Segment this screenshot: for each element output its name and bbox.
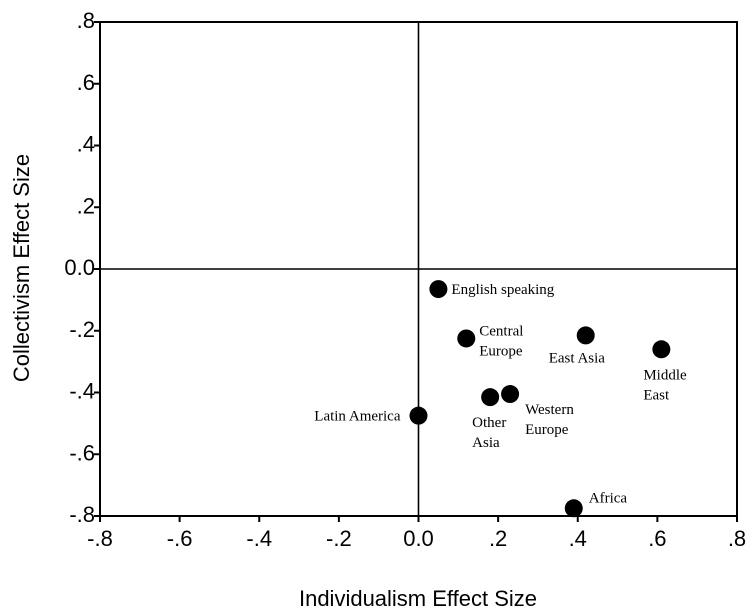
point-label-line: Middle	[643, 367, 687, 383]
point-label-line: English speaking	[451, 282, 554, 298]
point-label-line: Europe	[479, 343, 523, 359]
x-axis-title: Individualism Effect Size	[299, 586, 537, 611]
point-label-line: Central	[479, 323, 523, 339]
data-point	[481, 388, 500, 407]
x-tick-label: -.4	[246, 526, 272, 551]
y-tick-label: 0.0	[64, 255, 95, 280]
x-tick-label: .8	[728, 526, 746, 551]
y-tick-label: .4	[77, 132, 95, 157]
y-tick-label: -.6	[69, 440, 95, 465]
x-tick-label: -.6	[167, 526, 193, 551]
x-tick-label: 0.0	[403, 526, 434, 551]
point-label: Other Asia	[472, 415, 506, 451]
point-label: Africa	[589, 490, 628, 506]
y-tick-label: .2	[77, 193, 95, 218]
y-tick-label: -.4	[69, 379, 95, 404]
x-tick-label: .4	[569, 526, 587, 551]
point-label: East Asia	[549, 350, 606, 366]
point-label-line: Other	[472, 415, 506, 431]
x-tick-label: .2	[489, 526, 507, 551]
point-label: English speaking	[451, 282, 554, 298]
point-label: Latin America	[314, 409, 401, 425]
y-tick-label: -.2	[69, 317, 95, 342]
point-label-line: Asia	[472, 435, 500, 451]
point-label-line: Latin America	[314, 409, 401, 425]
data-point	[501, 385, 520, 404]
axis-ticks: -.8 -.6 -.4 -.2 0.0 .2 .4 .6 .8 .8 .6 .4 .2 0.0 -.2 -.4…	[64, 8, 746, 551]
point-label-line: East Asia	[549, 350, 606, 366]
data-point	[652, 340, 671, 359]
y-tick-label: .6	[77, 70, 95, 95]
data-point	[576, 326, 595, 345]
plot-area	[99, 21, 738, 517]
point-label-line: Africa	[589, 490, 628, 506]
data-point	[457, 329, 476, 348]
point-label-line: East	[643, 387, 670, 403]
point-label: Central Europe	[479, 323, 523, 359]
point-label: Western Europe	[525, 402, 574, 438]
data-points: English speaking Central Europe East Asia Mi…	[314, 280, 687, 518]
x-tick-label: .6	[648, 526, 666, 551]
y-tick-label: .8	[77, 8, 95, 33]
point-label: Middle East	[643, 367, 687, 403]
data-point	[429, 280, 448, 299]
x-tick-label: -.2	[326, 526, 352, 551]
y-tick-label: -.8	[69, 502, 95, 527]
data-point	[564, 499, 583, 518]
y-axis-title: Collectivism Effect Size	[9, 154, 34, 382]
x-tick-label: -.8	[87, 526, 113, 551]
point-label-line: Western	[525, 402, 574, 418]
point-label-line: Europe	[525, 422, 569, 438]
data-point	[409, 406, 428, 425]
